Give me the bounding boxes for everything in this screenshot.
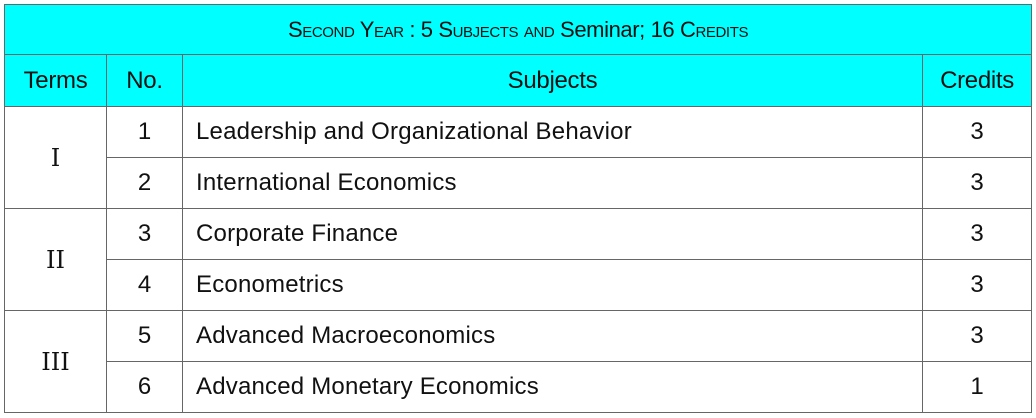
- row-number: 4: [106, 259, 183, 311]
- title-suffix: ; 16 Credits: [639, 16, 749, 42]
- row-subject: Leadership and Organizational Behavior: [182, 106, 923, 158]
- title-row: Second Year : 5 Subjects and Seminar; 16…: [3, 4, 1033, 55]
- row-number: 6: [106, 361, 183, 413]
- row-subject: International Economics: [182, 157, 923, 209]
- row-credits: 3: [921, 259, 1033, 311]
- row-credits: 3: [921, 208, 1033, 260]
- row-number: 1: [106, 106, 183, 158]
- row-credits: 1: [921, 361, 1033, 413]
- row-credits: 3: [921, 157, 1033, 209]
- header-terms: Terms: [4, 54, 107, 107]
- table-title: Second Year : 5 Subjects and Seminar; 16…: [3, 4, 1033, 55]
- table-row: 2 International Economics 3: [5, 157, 1033, 209]
- row-subject: Econometrics: [182, 259, 923, 311]
- table-row: III 5 Advanced Macroeconomics 3: [4, 310, 1033, 413]
- header-credits: Credits: [921, 54, 1033, 107]
- row-number: 2: [106, 157, 183, 209]
- term-cell-1: I: [4, 106, 107, 209]
- header-row: Terms No. Subjects Credits: [4, 54, 1033, 107]
- curriculum-table: Second Year : 5 Subjects and Seminar; 16…: [3, 4, 1033, 413]
- row-subject: Corporate Finance: [182, 208, 923, 260]
- table-row: I 1 Leadership and Organizational Behavi…: [4, 106, 1033, 209]
- term-cell-3: III: [4, 310, 107, 413]
- table-row: II 3 Corporate Finance 3: [4, 208, 1033, 311]
- table-row: 6 Advanced Monetary Economics 1: [5, 361, 1033, 413]
- title-mid: Seminar: [560, 16, 640, 42]
- row-number: 5: [106, 310, 183, 362]
- header-subjects: Subjects: [182, 54, 923, 107]
- table-row: 4 Econometrics 3: [5, 259, 1033, 311]
- title-prefix: Second Year : 5 Subjects and: [287, 16, 561, 42]
- term-cell-2: II: [4, 208, 107, 311]
- row-credits: 3: [921, 310, 1033, 362]
- row-subject: Advanced Macroeconomics: [182, 310, 923, 362]
- row-number: 3: [106, 208, 183, 260]
- header-no: No.: [106, 54, 183, 107]
- row-credits: 3: [921, 106, 1033, 158]
- row-subject: Advanced Monetary Economics: [182, 361, 923, 413]
